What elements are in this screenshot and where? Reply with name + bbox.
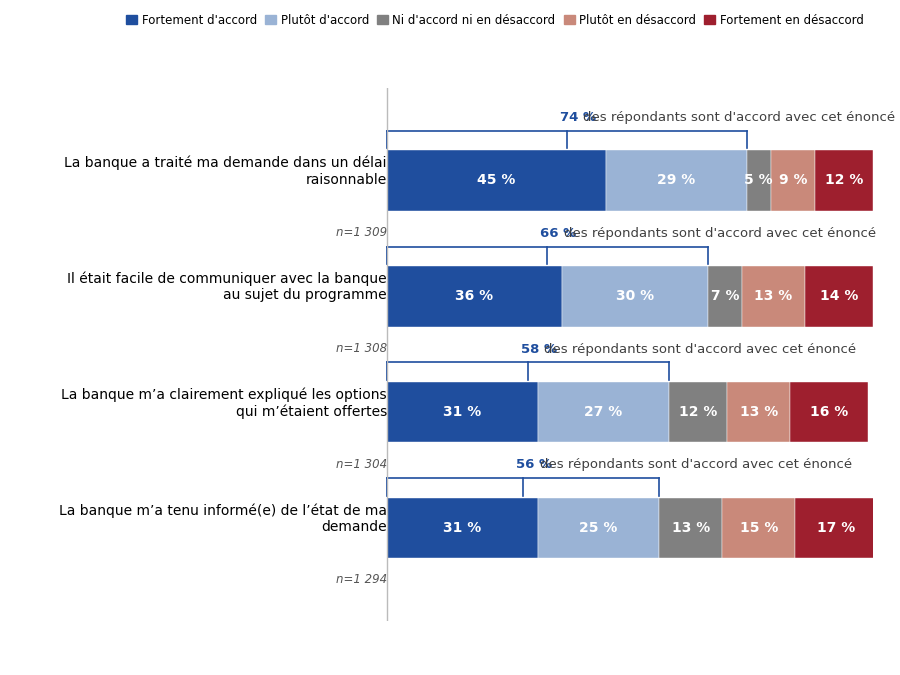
Bar — [707, 266, 742, 327]
Text: 17 %: 17 % — [817, 521, 856, 535]
Text: n=1 308: n=1 308 — [336, 342, 387, 354]
Bar — [805, 266, 873, 327]
Text: La banque m’a clairement expliqué les options
qui m’étaient offertes: La banque m’a clairement expliqué les op… — [61, 387, 387, 418]
Bar — [387, 151, 606, 211]
Text: 31 %: 31 % — [443, 521, 482, 535]
Text: 66 %: 66 % — [540, 227, 576, 240]
Text: des répondants sont d'accord avec cet énoncé: des répondants sont d'accord avec cet én… — [540, 458, 851, 471]
Bar — [387, 266, 562, 327]
Text: La banque m’a tenu informé(e) de l’état de ma
demande: La banque m’a tenu informé(e) de l’état … — [59, 504, 387, 535]
Bar — [387, 498, 537, 558]
Bar — [606, 151, 747, 211]
Text: 36 %: 36 % — [455, 290, 493, 304]
Bar — [771, 151, 814, 211]
Text: 7 %: 7 % — [710, 290, 739, 304]
Text: 15 %: 15 % — [740, 521, 778, 535]
Bar — [742, 266, 805, 327]
Text: 16 %: 16 % — [810, 405, 849, 419]
Bar — [727, 382, 790, 443]
Text: des répondants sont d'accord avec cet énoncé: des répondants sont d'accord avec cet én… — [583, 111, 896, 124]
Text: 9 %: 9 % — [778, 173, 807, 188]
Text: n=1 294: n=1 294 — [336, 574, 387, 587]
Text: 74 %: 74 % — [560, 111, 596, 124]
Text: 25 %: 25 % — [580, 521, 617, 535]
Bar — [562, 266, 707, 327]
Text: n=1 304: n=1 304 — [336, 458, 387, 470]
Text: 45 %: 45 % — [477, 173, 516, 188]
Text: La banque a traité ma demande dans un délai
raisonnable: La banque a traité ma demande dans un dé… — [65, 156, 387, 186]
Text: 5 %: 5 % — [744, 173, 773, 188]
Bar — [537, 382, 669, 443]
Bar — [387, 382, 537, 443]
Text: 13 %: 13 % — [671, 521, 710, 535]
Bar — [537, 498, 659, 558]
Bar — [659, 498, 723, 558]
Bar — [796, 498, 878, 558]
Text: 13 %: 13 % — [754, 290, 793, 304]
Text: 29 %: 29 % — [657, 173, 696, 188]
Bar — [747, 151, 771, 211]
Bar — [723, 498, 796, 558]
Bar — [814, 151, 873, 211]
Text: n=1 309: n=1 309 — [336, 225, 387, 239]
Text: 12 %: 12 % — [824, 173, 863, 188]
Text: des répondants sont d'accord avec cet énoncé: des répondants sont d'accord avec cet én… — [564, 227, 876, 240]
Text: Il était facile de communiquer avec la banque
au sujet du programme: Il était facile de communiquer avec la b… — [68, 272, 387, 302]
Text: 30 %: 30 % — [616, 290, 654, 304]
Legend: Fortement d'accord, Plutôt d'accord, Ni d'accord ni en désaccord, Plutôt en désa: Fortement d'accord, Plutôt d'accord, Ni … — [122, 9, 868, 32]
Text: 56 %: 56 % — [516, 458, 552, 471]
Text: 13 %: 13 % — [740, 405, 778, 419]
Text: 31 %: 31 % — [443, 405, 482, 419]
Text: 27 %: 27 % — [584, 405, 623, 419]
Text: 14 %: 14 % — [820, 290, 859, 304]
Bar — [790, 382, 868, 443]
Text: des répondants sont d'accord avec cet énoncé: des répondants sont d'accord avec cet én… — [544, 342, 857, 356]
Bar — [669, 382, 727, 443]
Text: 58 %: 58 % — [520, 342, 557, 356]
Text: 12 %: 12 % — [679, 405, 717, 419]
